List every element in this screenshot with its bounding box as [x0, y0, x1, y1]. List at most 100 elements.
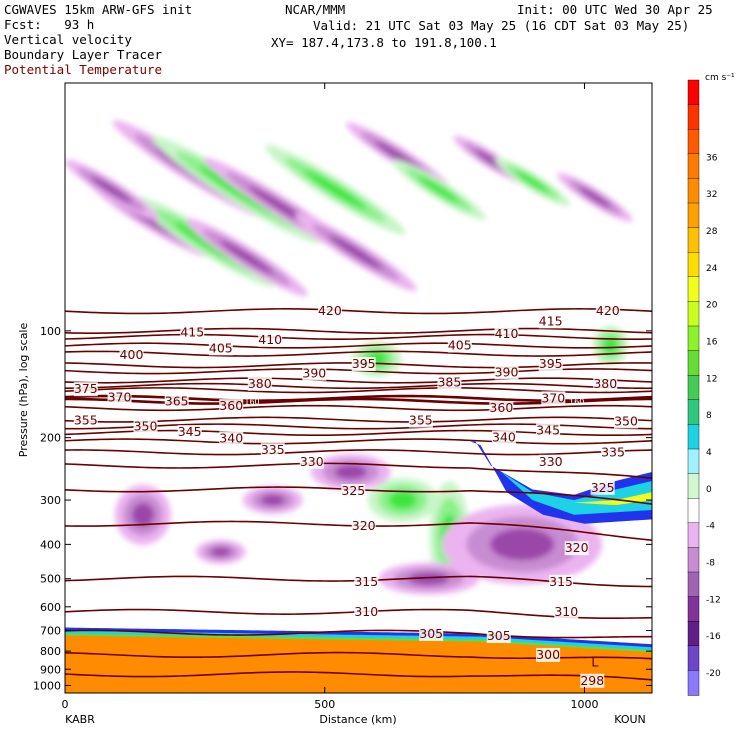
theta-small-label: 160	[244, 397, 259, 406]
theta-label-bg	[601, 445, 626, 460]
colorbar-swatch	[687, 498, 700, 524]
colorbar-tick-label: 20	[706, 301, 718, 311]
theta-label-bg	[564, 541, 589, 556]
theta-label: 340	[492, 430, 516, 445]
isentrope-360	[65, 404, 652, 412]
theta-label: 315	[354, 574, 378, 589]
updraft-cell	[388, 491, 417, 509]
isentrope-305	[65, 629, 652, 639]
isentrope-400	[65, 350, 652, 357]
colorbar-swatch	[687, 227, 700, 253]
theta-label-bg	[258, 332, 283, 347]
updraft-band	[304, 170, 366, 210]
y-tick-label: 900	[40, 663, 61, 676]
downdraft-cell	[408, 572, 449, 586]
colorbar-tick-label: 4	[706, 448, 712, 458]
y-tick-label: 800	[40, 645, 61, 658]
theta-label-bg	[107, 390, 132, 405]
colorbar-swatch	[687, 621, 700, 647]
theta-label: 325	[341, 483, 365, 498]
theta-label-bg	[299, 454, 324, 469]
theta-label-bg	[73, 413, 98, 428]
field-potential-temperature: Potential Temperature	[4, 62, 163, 77]
theta-label-bg	[351, 518, 376, 533]
theta-label: 380	[593, 376, 617, 391]
y-tick-label: 600	[40, 601, 61, 614]
downdraft-band	[91, 176, 133, 203]
updraft-cell	[603, 337, 618, 354]
colorbar-tick-label: 36	[706, 153, 718, 163]
field-boundary-layer-tracer: Boundary Layer Tracer	[4, 47, 163, 62]
theta-label: 370	[541, 390, 565, 405]
colorbar-swatch	[687, 325, 700, 352]
theta-label-bg	[73, 382, 98, 397]
forecast-label: Fcst:	[4, 17, 42, 32]
pressure-axis: 100 200 300 400 500 600 700 800 900 1000	[33, 325, 652, 692]
theta-label-bg	[164, 394, 189, 409]
theta-label-bg	[494, 365, 519, 380]
theta-label-bg	[590, 480, 615, 495]
theta-label-bg	[541, 391, 566, 406]
y-tick-label: 1000	[33, 679, 61, 692]
theta-label: 390	[302, 366, 326, 381]
field-vertical-velocity: Vertical velocity	[4, 32, 132, 47]
colorbar-tick-label: 0	[706, 485, 712, 495]
theta-label: 360	[489, 400, 513, 415]
theta-label-bg	[491, 430, 516, 445]
theta-label-bg	[494, 326, 519, 341]
colorbar-tick-label: 8	[706, 411, 712, 421]
colorbar-swatch	[687, 375, 700, 401]
colorbar-tick-label: 28	[706, 227, 718, 237]
theta-label-bg	[119, 348, 144, 363]
y-tick-label: 400	[40, 538, 61, 551]
colorbar-swatch	[687, 424, 700, 450]
theta-label: 310	[354, 604, 378, 619]
colorbar-swatch	[687, 251, 700, 278]
theta-label-bg	[536, 423, 561, 438]
downdraft-band	[220, 240, 274, 275]
downdraft-cell	[131, 502, 155, 527]
theta-label-bg	[351, 356, 376, 371]
isentrope-380	[65, 382, 652, 390]
potential-temperature-labels: 420 420 415 415 410 410 405 405 400 395 395 390 390 3…	[73, 303, 639, 688]
theta-label: 395	[539, 356, 563, 371]
y-tick-label: 500	[40, 573, 61, 586]
colorbar-tick-label: -8	[706, 558, 715, 568]
theta-label: 380	[248, 376, 272, 391]
theta-label-bg	[489, 400, 514, 415]
theta-label: 310	[554, 604, 578, 619]
distance-axis: 0 500 1000	[62, 83, 598, 711]
theta-label: 320	[352, 518, 376, 533]
theta-label: 340	[219, 430, 243, 445]
theta-label: 335	[261, 442, 285, 457]
theta-label: 390	[495, 364, 519, 379]
downdraft-cell	[334, 464, 367, 480]
init-time: Init: 00 UTC Wed 30 Apr 25	[517, 2, 713, 17]
theta-label: 415	[180, 324, 204, 339]
theta-label-bg	[219, 431, 244, 446]
isentrope-410	[65, 333, 652, 341]
theta-label: 405	[448, 338, 472, 353]
colorbar-swatch	[687, 104, 700, 130]
downdraft-cell	[490, 528, 555, 561]
colorbar-swatch	[687, 202, 700, 229]
valid-time: Valid: 21 UTC Sat 03 May 25 (16 CDT Sat …	[313, 18, 690, 33]
colorbar-tick-label: 16	[706, 337, 718, 347]
theta-label: 400	[120, 347, 144, 362]
right-endpoint-label: KOUN	[614, 713, 646, 726]
isentrope-298	[65, 671, 652, 681]
colorbar-swatch	[687, 301, 700, 327]
downdraft-cell	[260, 494, 285, 506]
theta-label-bg	[247, 376, 272, 391]
colorbar-swatch	[687, 670, 700, 696]
theta-label: 325	[591, 480, 615, 495]
theta-label-bg	[536, 647, 561, 662]
isentrope-355	[65, 416, 652, 423]
theta-label: 345	[178, 424, 202, 439]
theta-label: 315	[549, 574, 573, 589]
x-tick-label: 0	[62, 698, 69, 711]
downdraft-band	[578, 186, 612, 208]
y-tick-label: 100	[40, 325, 61, 338]
theta-label: 385	[437, 375, 461, 390]
theta-label-bg	[317, 304, 342, 319]
